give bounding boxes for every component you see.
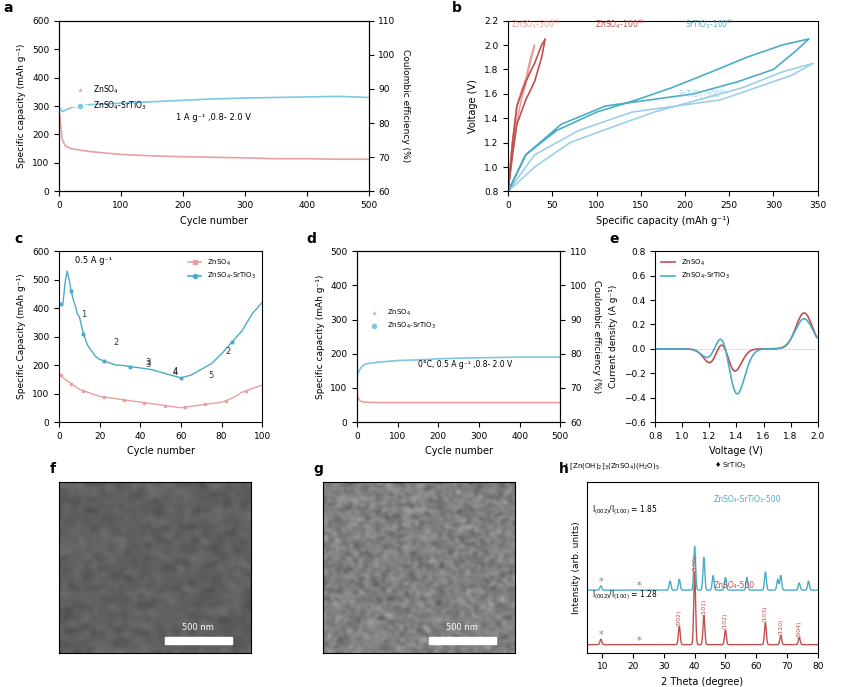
Text: *: * (637, 636, 642, 646)
ZnSO$_4$-SrTiO$_3$ (800, 315, 810, 324)
ZnSO$_4$ (813, 334, 823, 342)
Text: SrTiO$_3$-100$^{th}$: SrTiO$_3$-100$^{th}$ (685, 17, 733, 31)
Text: 2: 2 (225, 347, 230, 356)
Y-axis label: Current density (A g⁻¹): Current density (A g⁻¹) (609, 285, 618, 388)
ZnSO$_4$-SrTiO$_3$ (650, 345, 660, 353)
Text: I$_{(002)}$/I$_{(100)}$ = 1.85: I$_{(002)}$/I$_{(100)}$ = 1.85 (592, 504, 658, 517)
ZnSO$_4$-SrTiO$_3$ (680, 345, 690, 353)
Text: (004): (004) (797, 620, 802, 637)
Bar (429, 638, 496, 644)
Legend: ZnSO$_4$, ZnSO$_4$-SrTiO$_3$: ZnSO$_4$, ZnSO$_4$-SrTiO$_3$ (365, 305, 438, 335)
ZnSO$_4$ (660, 345, 670, 353)
Text: g: g (314, 462, 323, 476)
ZnSO$_4$ (730, 367, 740, 375)
ZnSO$_4$ (657, 345, 667, 353)
Text: h: h (560, 462, 569, 476)
Text: 3: 3 (146, 358, 151, 367)
Text: *: * (599, 631, 604, 640)
ZnSO$_4$-SrTiO$_3$ (813, 334, 823, 342)
Text: ZnSO$_4$-500$^{th}$: ZnSO$_4$-500$^{th}$ (511, 17, 561, 31)
Text: 0.5 A g⁻¹: 0.5 A g⁻¹ (75, 256, 112, 265)
ZnSO$_4$ (806, 319, 816, 328)
Text: ZnSO₄-500: ZnSO₄-500 (714, 581, 755, 589)
Text: 5: 5 (209, 371, 214, 380)
Text: 3: 3 (146, 359, 151, 368)
X-axis label: Voltage (V): Voltage (V) (710, 447, 764, 456)
Text: I$_{(002)}$/I$_{(100)}$ = 1.28: I$_{(002)}$/I$_{(100)}$ = 1.28 (592, 589, 658, 602)
Y-axis label: Coulombic efficiency (%): Coulombic efficiency (%) (592, 280, 601, 393)
X-axis label: Specific capacity (mAh g⁻¹): Specific capacity (mAh g⁻¹) (596, 216, 730, 226)
X-axis label: Cycle number: Cycle number (425, 447, 492, 456)
Text: a: a (3, 1, 13, 15)
X-axis label: Cycle number: Cycle number (126, 447, 195, 456)
Y-axis label: Specific Capacity (mAh g⁻¹): Specific Capacity (mAh g⁻¹) (18, 274, 26, 399)
ZnSO$_4$-SrTiO$_3$ (660, 345, 670, 353)
Text: (002): (002) (677, 609, 682, 626)
ZnSO$_4$-SrTiO$_3$ (657, 345, 667, 353)
Text: d: d (306, 232, 316, 246)
ZnSO$_4$ (650, 345, 660, 353)
Text: 1 A g⁻¹ ,0.8- 2.0 V: 1 A g⁻¹ ,0.8- 2.0 V (176, 113, 251, 122)
Y-axis label: Coulombic efficiency (%): Coulombic efficiency (%) (400, 49, 410, 163)
ZnSO$_4$ (694, 348, 704, 357)
Text: SrTiO$_3$-500$^{th}$: SrTiO$_3$-500$^{th}$ (679, 87, 728, 101)
Text: 2: 2 (113, 338, 119, 347)
Text: 500 nm: 500 nm (182, 623, 214, 632)
Legend: ZnSO$_4$, ZnSO$_4$-SrTiO$_3$: ZnSO$_4$, ZnSO$_4$-SrTiO$_3$ (69, 80, 150, 115)
Text: (100): (100) (692, 555, 697, 571)
Text: (101): (101) (701, 598, 706, 615)
X-axis label: Cycle number: Cycle number (180, 216, 248, 226)
Text: *: * (599, 577, 604, 587)
X-axis label: 2 Theta (degree): 2 Theta (degree) (661, 677, 744, 687)
Text: f: f (50, 462, 56, 476)
ZnSO$_4$ (799, 309, 809, 317)
Text: (102): (102) (723, 613, 728, 629)
Text: b: b (453, 1, 462, 15)
Text: ZnSO₄-SrTiO₃-500: ZnSO₄-SrTiO₃-500 (714, 495, 781, 504)
Text: 0°C, 0.5 A g⁻¹ ,0.8- 2.0 V: 0°C, 0.5 A g⁻¹ ,0.8- 2.0 V (418, 361, 513, 370)
Legend: ZnSO$_4$, ZnSO$_4$-SrTiO$_3$: ZnSO$_4$, ZnSO$_4$-SrTiO$_3$ (658, 255, 733, 284)
Text: 500 nm: 500 nm (447, 623, 478, 632)
Text: c: c (14, 232, 23, 246)
Y-axis label: Intensity (arb. units): Intensity (arb. units) (572, 521, 582, 613)
ZnSO$_4$-SrTiO$_3$ (694, 348, 704, 357)
Text: * [Zn(OH)$_2$]$_3$(ZnSO$_4$)(H$_2$O)$_5$: * [Zn(OH)$_2$]$_3$(ZnSO$_4$)(H$_2$O)$_5$ (564, 462, 660, 472)
Text: ♦ SrTiO$_3$: ♦ SrTiO$_3$ (714, 460, 746, 471)
Text: e: e (609, 232, 619, 246)
Text: 4: 4 (172, 368, 178, 377)
Text: 4: 4 (172, 367, 178, 376)
Line: ZnSO$_4$: ZnSO$_4$ (655, 313, 818, 371)
ZnSO$_4$ (800, 309, 810, 317)
ZnSO$_4$-SrTiO$_3$ (806, 323, 816, 331)
Text: *: * (637, 581, 642, 592)
Y-axis label: Specific capacity (mAh g⁻¹): Specific capacity (mAh g⁻¹) (315, 274, 325, 399)
ZnSO$_4$-SrTiO$_3$ (799, 315, 809, 323)
Text: ZnSO$_4$-100$^{th}$: ZnSO$_4$-100$^{th}$ (595, 17, 644, 31)
Y-axis label: Specific capacity (mAh g⁻¹): Specific capacity (mAh g⁻¹) (18, 44, 26, 168)
ZnSO$_4$ (680, 345, 690, 353)
ZnSO$_4$-SrTiO$_3$ (732, 390, 742, 398)
Line: ZnSO$_4$-SrTiO$_3$: ZnSO$_4$-SrTiO$_3$ (655, 319, 818, 394)
Legend: ZnSO$_4$, ZnSO$_4$-SrTiO$_3$: ZnSO$_4$, ZnSO$_4$-SrTiO$_3$ (185, 255, 259, 284)
Y-axis label: Voltage (V): Voltage (V) (469, 79, 478, 133)
Text: (103): (103) (763, 606, 768, 622)
Text: (110): (110) (778, 618, 783, 635)
Text: 1: 1 (81, 310, 86, 319)
Bar (164, 638, 232, 644)
